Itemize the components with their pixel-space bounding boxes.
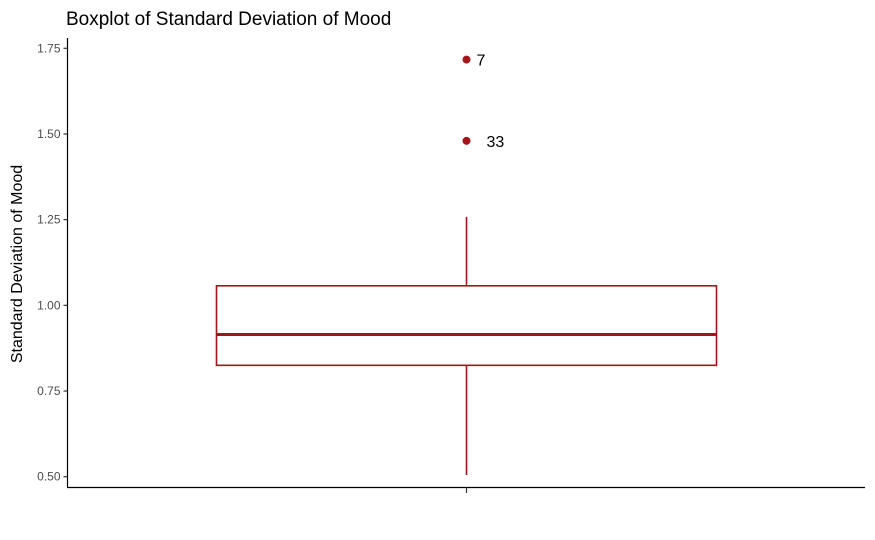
chart-title: Boxplot of Standard Deviation of Mood [66, 9, 391, 30]
outliers-group: 7 33 [462, 53, 505, 151]
y-tick-label: 0.50 [37, 470, 61, 484]
y-axis-ticks: 0.50 0.75 1.00 1.25 1.50 1.75 [37, 41, 68, 484]
interquartile-box [215, 285, 718, 367]
y-tick-label: 1.00 [37, 298, 61, 312]
outlier-label: 33 [487, 134, 505, 151]
y-tick-label: 1.25 [37, 213, 61, 227]
outlier-point [462, 55, 471, 64]
box-group [215, 216, 718, 476]
outlier-point [462, 136, 471, 145]
outlier-label: 7 [477, 53, 486, 70]
y-tick-label: 1.50 [37, 127, 61, 141]
y-tick-label: 1.75 [37, 41, 61, 55]
y-tick-label: 0.75 [37, 384, 61, 398]
y-axis-label: Standard Deviation of Mood [9, 165, 26, 363]
